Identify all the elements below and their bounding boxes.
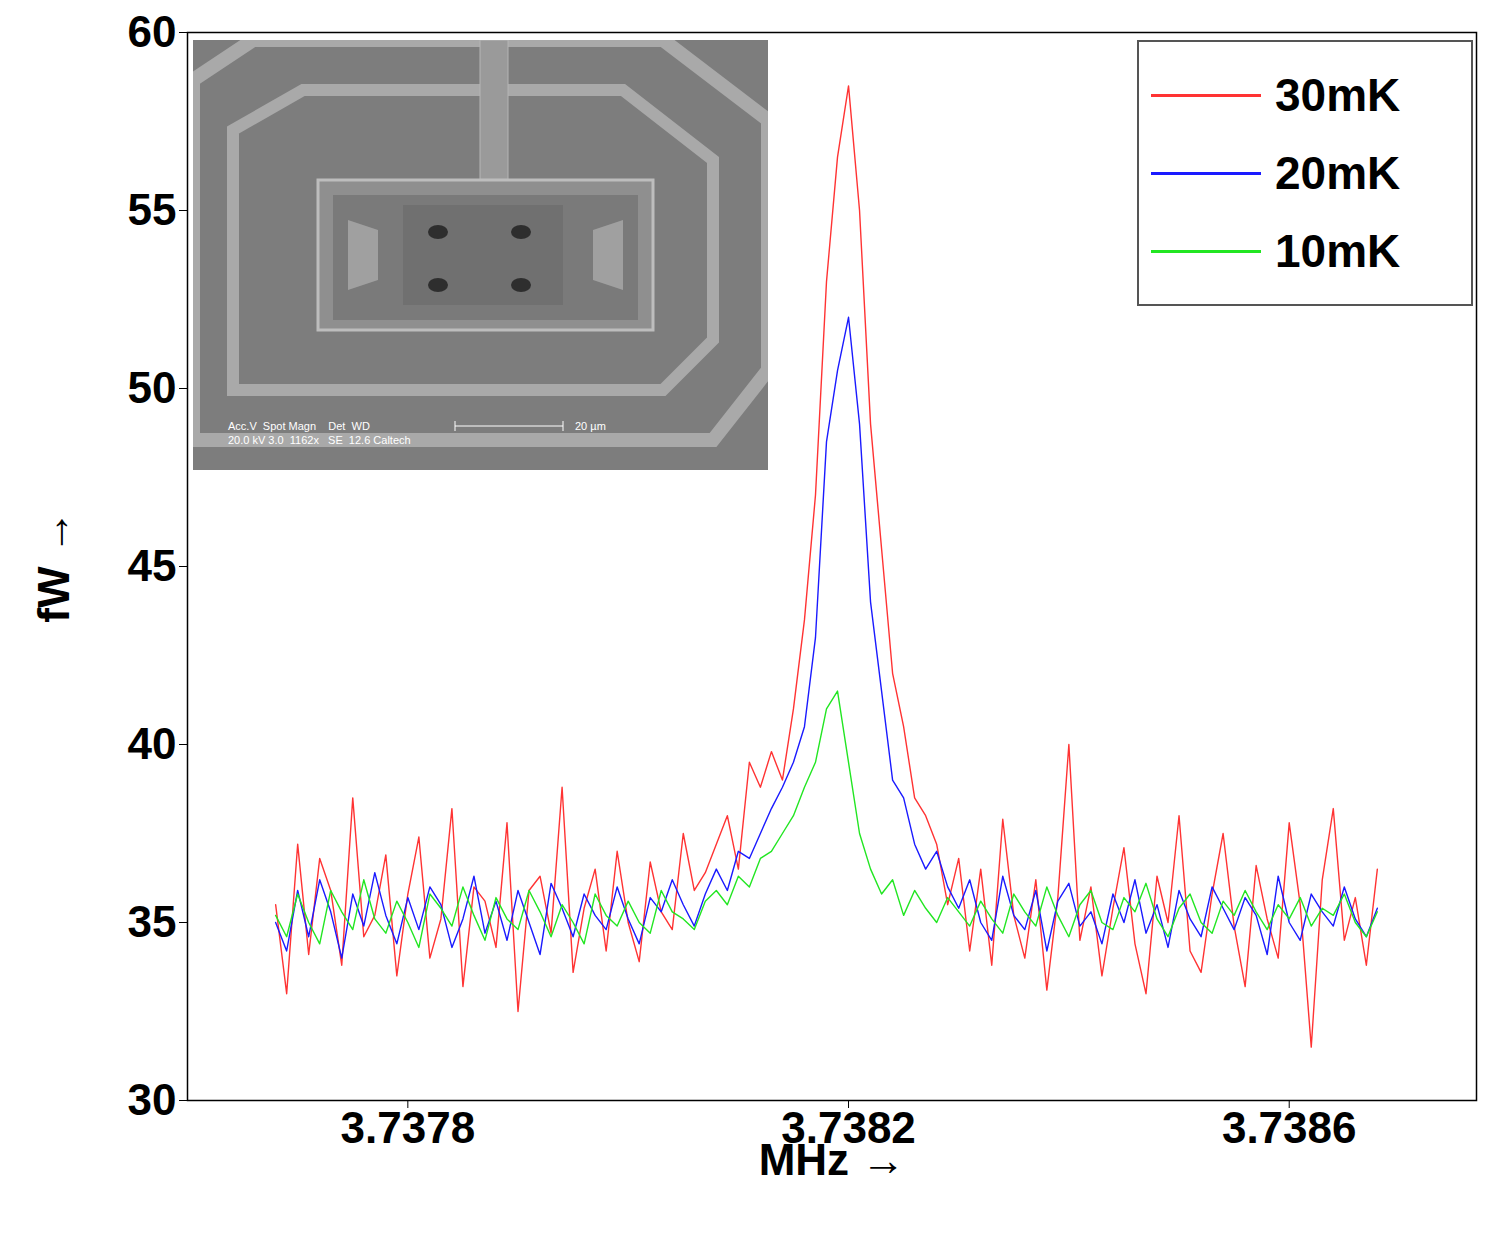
svg-text:50: 50 xyxy=(128,363,177,412)
svg-text:Acc.V Spot Magn Det WD: Acc.V Spot Magn Det WD xyxy=(228,420,370,432)
html-text:10mK: 10mK xyxy=(1275,225,1401,277)
svg-text:fW →: fW → xyxy=(29,510,78,622)
svg-text:30: 30 xyxy=(128,1075,177,1124)
svg-text:3.7382: 3.7382 xyxy=(781,1102,916,1152)
html-text:20mK: 20mK xyxy=(1275,147,1401,199)
svg-text:35: 35 xyxy=(128,897,177,946)
html-text:30mK: 30mK xyxy=(1275,69,1401,121)
svg-text:20 µm: 20 µm xyxy=(575,420,606,432)
svg-text:20.0 kV 3.0 1162x SE 12.6: 20.0 kV 3.0 1162x SE 12.6 Caltech xyxy=(228,434,411,446)
svg-text:3.7378: 3.7378 xyxy=(341,1103,476,1152)
svg-text:40: 40 xyxy=(128,719,177,768)
svg-text:55: 55 xyxy=(128,185,177,234)
svg-text:45: 45 xyxy=(128,541,177,590)
svg-text:3.7386: 3.7386 xyxy=(1222,1103,1357,1152)
svg-text:MHz →: MHz → xyxy=(759,1135,906,1184)
svg-text:60: 60 xyxy=(128,7,177,56)
